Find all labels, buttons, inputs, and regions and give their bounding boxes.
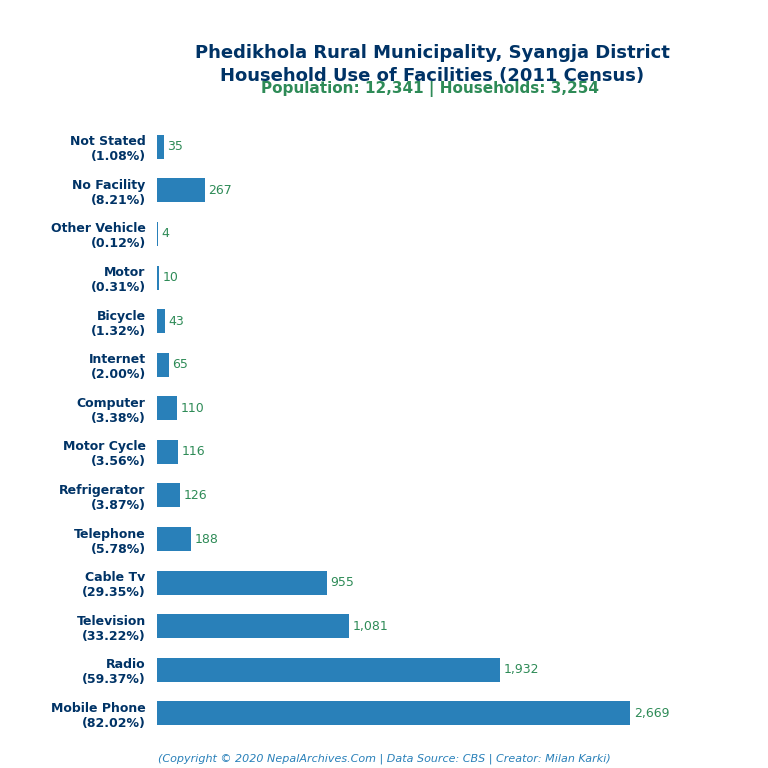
Bar <box>157 353 169 376</box>
Bar <box>157 178 205 203</box>
Text: (Copyright © 2020 NepalArchives.Com | Data Source: CBS | Creator: Milan Karki): (Copyright © 2020 NepalArchives.Com | Da… <box>157 753 611 764</box>
Text: 2,669: 2,669 <box>634 707 669 720</box>
Text: 65: 65 <box>173 358 188 371</box>
Title: Phedikhola Rural Municipality, Syangja District
Household Use of Facilities (201: Phedikhola Rural Municipality, Syangja D… <box>194 44 670 85</box>
Text: 1,932: 1,932 <box>503 664 538 677</box>
Bar <box>157 614 349 638</box>
Text: 43: 43 <box>169 315 184 328</box>
Text: 267: 267 <box>208 184 232 197</box>
Text: 110: 110 <box>180 402 204 415</box>
Text: 955: 955 <box>330 576 354 589</box>
Bar <box>157 571 326 594</box>
Bar <box>157 396 177 420</box>
Bar <box>157 527 190 551</box>
Bar <box>157 701 631 725</box>
Text: 116: 116 <box>181 445 205 458</box>
Bar <box>157 266 159 290</box>
Bar <box>157 310 165 333</box>
Text: 188: 188 <box>194 532 218 545</box>
Text: 35: 35 <box>167 141 183 154</box>
Text: 126: 126 <box>184 489 207 502</box>
Bar <box>157 440 178 464</box>
Text: 1,081: 1,081 <box>353 620 388 633</box>
Text: Population: 12,341 | Households: 3,254: Population: 12,341 | Households: 3,254 <box>261 81 599 97</box>
Bar <box>157 657 500 682</box>
Bar <box>157 484 180 508</box>
Text: 4: 4 <box>162 227 170 240</box>
Bar <box>157 135 164 159</box>
Text: 10: 10 <box>163 271 179 284</box>
